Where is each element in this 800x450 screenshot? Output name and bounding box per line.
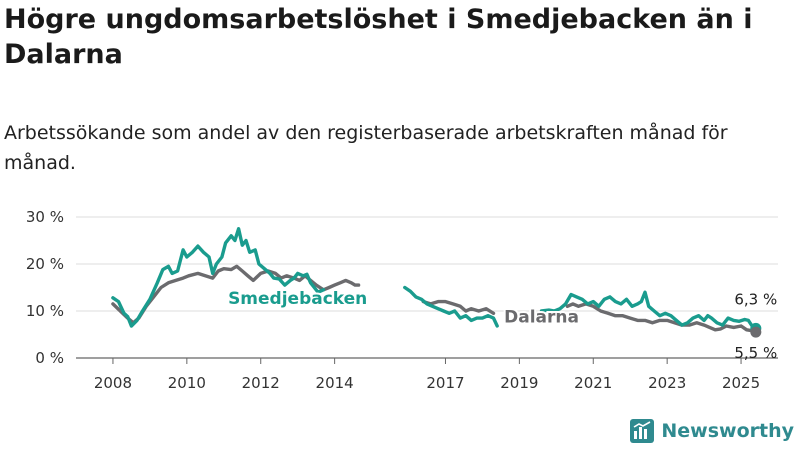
series-label-dalarna: Dalarna <box>504 307 579 327</box>
x-tick-label: 2010 <box>168 374 206 392</box>
series-end-label-dalarna: 5,5 % <box>734 344 777 362</box>
y-tick-label: 30 % <box>26 208 64 226</box>
brand-name: Newsworthy <box>661 420 794 442</box>
y-tick-label: 20 % <box>26 255 64 273</box>
x-tick-label: 2023 <box>648 374 686 392</box>
x-tick-label: 2025 <box>722 374 760 392</box>
page-title: Högre ungdomsarbetslöshet i Smedjebacken… <box>4 4 753 70</box>
series-end-label-smedjebacken: 6,3 % <box>734 290 777 308</box>
x-tick-label: 2021 <box>574 374 612 392</box>
series-line-dalarna <box>111 264 758 334</box>
brand-logo: Newsworthy <box>629 416 794 446</box>
x-tick-label: 2019 <box>500 374 538 392</box>
x-tick-label: 2017 <box>426 374 464 392</box>
page-subtitle: Arbetssökande som andel av den registerb… <box>4 122 728 174</box>
x-tick-label: 2014 <box>316 374 354 392</box>
y-tick-label: 10 % <box>26 302 64 320</box>
series-end-point-dalarna <box>750 326 762 338</box>
y-tick-label: 0 % <box>35 349 64 367</box>
x-tick-label: 2008 <box>94 374 132 392</box>
newsworthy-logo-icon <box>630 419 655 443</box>
series-label-smedjebacken: Smedjebacken <box>228 289 367 309</box>
series-line-smedjebacken <box>111 227 758 331</box>
x-tick-label: 2012 <box>242 374 280 392</box>
line-chart: 0 % 10 % 20 % 30 % 2008 2010 2012 2014 2017 2019 2… <box>26 208 778 392</box>
